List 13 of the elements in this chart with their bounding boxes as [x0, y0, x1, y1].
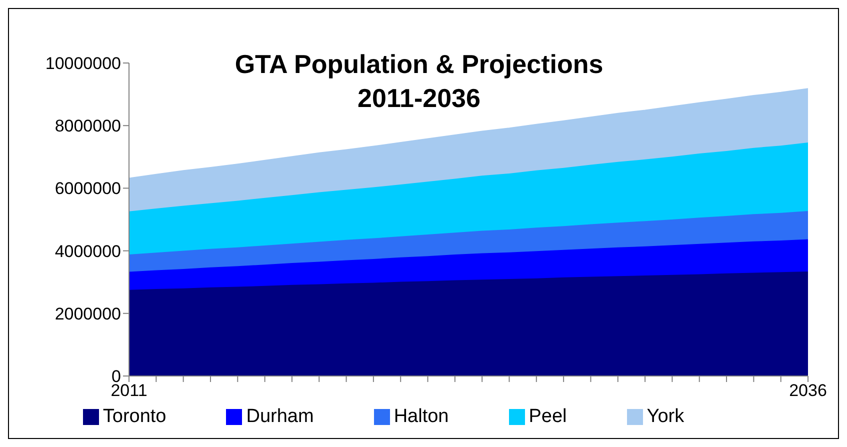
legend-label: York: [646, 406, 684, 427]
legend-label: Peel: [528, 406, 567, 427]
y-tick-label: 8000000: [54, 116, 121, 136]
y-tick-label: 6000000: [54, 179, 121, 198]
legend-label: Durham: [246, 406, 314, 427]
y-tick-label: 4000000: [54, 242, 121, 261]
x-tick-label: 2011: [110, 381, 148, 400]
chart-title: GTA Population & Projections 2011-2036: [234, 48, 604, 115]
legend-label: Halton: [394, 406, 449, 427]
y-tick-label: 10000000: [45, 54, 121, 74]
legend-label: Toronto: [102, 406, 166, 427]
y-tick-label: 2000000: [54, 304, 121, 324]
x-tick-label: 2036: [789, 381, 827, 400]
